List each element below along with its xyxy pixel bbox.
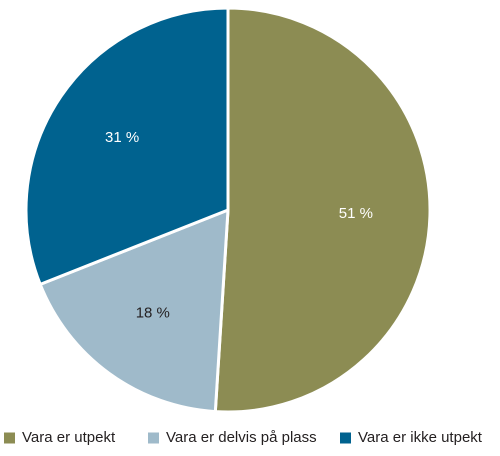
pie-slice-1 (213, 6, 432, 414)
legend-label: Vara er delvis på plass (166, 429, 317, 446)
slice-value-label: 51 % (339, 205, 373, 222)
legend-item: Vara er delvis på plass (148, 429, 317, 446)
legend-swatch (148, 432, 159, 444)
pie-slice-3 (24, 6, 230, 286)
legend-swatch (4, 432, 15, 444)
legend-label: Vara er ikke utpekt (358, 429, 483, 446)
legend-item: Vara er utpekt (4, 429, 116, 446)
legend: Vara er utpekt Vara er delvis på plass Var… (4, 429, 483, 446)
legend-item: Vara er ikke utpekt (340, 429, 483, 446)
legend-label: Vara er utpekt (22, 429, 116, 446)
pie-slice-2 (38, 208, 230, 414)
slice-value-label: 31 % (105, 129, 139, 146)
pie-slices (24, 6, 432, 414)
legend-swatch (340, 432, 351, 444)
pie-slice-labels: 51 % 18 % 31 % (105, 129, 373, 322)
slice-value-label: 18 % (136, 305, 170, 322)
